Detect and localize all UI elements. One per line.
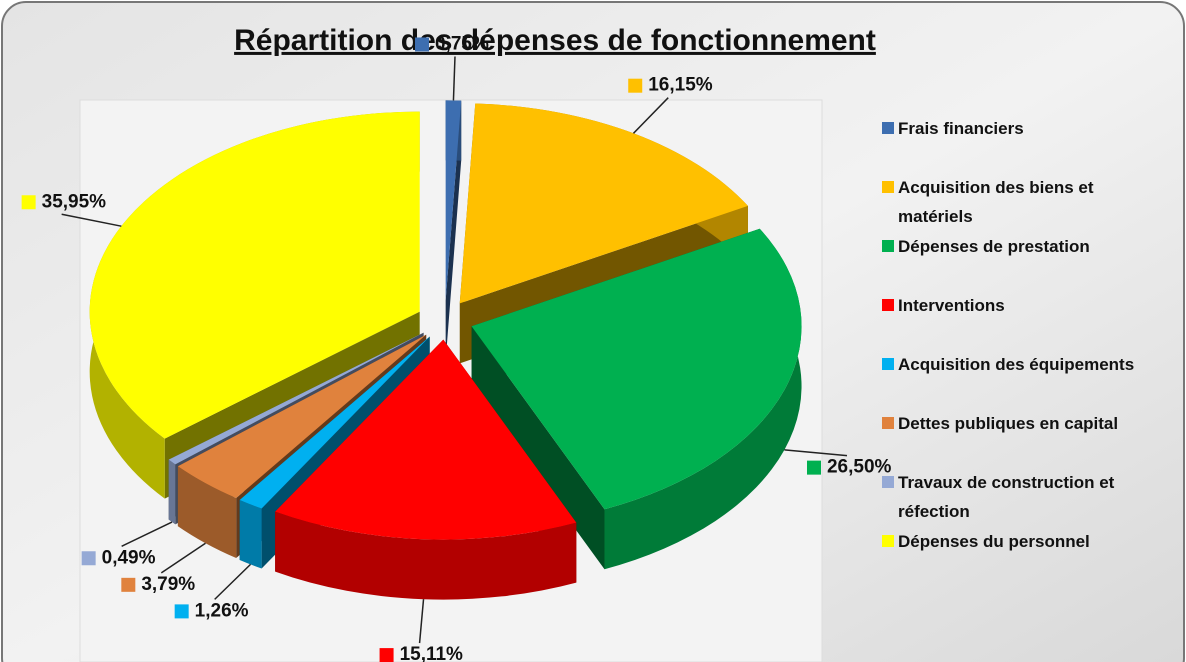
data-label: 35,95% bbox=[42, 191, 107, 212]
slice-side bbox=[239, 499, 262, 569]
slice-side bbox=[275, 511, 577, 600]
legend: Frais financiers Acquisition des biens et… bbox=[882, 114, 1162, 586]
data-label: 15,11% bbox=[400, 644, 463, 662]
leader-line bbox=[121, 521, 173, 547]
slice-wall bbox=[445, 100, 462, 361]
pie-slice bbox=[89, 111, 420, 439]
leader-line bbox=[632, 97, 669, 134]
legend-swatch bbox=[882, 181, 894, 193]
legend-swatch bbox=[882, 417, 894, 429]
legend-swatch bbox=[882, 358, 894, 370]
pie-slice bbox=[239, 336, 430, 509]
pie-slice bbox=[445, 100, 462, 301]
legend-label: Dettes publiques en capital bbox=[898, 414, 1119, 433]
leader-line bbox=[214, 563, 252, 600]
legend-swatch bbox=[882, 476, 894, 488]
leader-line bbox=[61, 213, 122, 227]
pie-slice bbox=[177, 334, 427, 499]
legend-item: Dettes publiques en capital bbox=[882, 409, 1162, 468]
label-swatch bbox=[379, 648, 394, 662]
label-swatch bbox=[21, 195, 36, 210]
label-swatch bbox=[414, 37, 429, 52]
legend-label: Travaux de construction et réfection bbox=[898, 473, 1115, 521]
leader-line bbox=[784, 449, 848, 457]
legend-swatch bbox=[882, 299, 894, 311]
label-swatch bbox=[806, 460, 821, 475]
data-label: 1,26% bbox=[195, 600, 249, 621]
pie-slice bbox=[459, 103, 748, 304]
data-label: 3,79% bbox=[141, 574, 195, 595]
chart-title: Répartition des dépenses de fonctionneme… bbox=[234, 24, 876, 57]
slice-side bbox=[168, 459, 176, 525]
legend-item: Dépenses de prestation bbox=[882, 232, 1162, 291]
leader-line bbox=[160, 542, 206, 574]
pie-slice bbox=[168, 332, 424, 465]
legend-item: Dépenses du personnel bbox=[882, 527, 1162, 586]
slice-side bbox=[177, 466, 237, 559]
legend-label: Acquisition des équipements bbox=[898, 355, 1135, 374]
legend-swatch bbox=[882, 240, 894, 252]
slice-wall bbox=[459, 103, 748, 364]
pie-slice bbox=[471, 228, 802, 510]
leader-line bbox=[452, 56, 456, 101]
pie: 0,75% 16,15% 26,50% 15,11% 1,26%3,79% 0,49% 35… bbox=[21, 33, 892, 662]
data-label: 0,75% bbox=[435, 33, 489, 54]
legend-item: Acquisition des équipements bbox=[882, 350, 1162, 409]
label-swatch bbox=[628, 78, 643, 93]
legend-label: Dépenses de prestation bbox=[898, 237, 1090, 256]
slice-side bbox=[604, 228, 802, 570]
label-swatch bbox=[121, 577, 136, 592]
legend-item: Travaux de construction et réfection bbox=[882, 468, 1162, 527]
legend-item: Acquisition des biens et matériels bbox=[882, 173, 1162, 232]
legend-label: Dépenses du personnel bbox=[898, 532, 1090, 551]
legend-label: Interventions bbox=[898, 296, 1005, 315]
leader-line bbox=[418, 599, 425, 644]
data-label: 16,15% bbox=[648, 75, 713, 96]
legend-label: Frais financiers bbox=[898, 119, 1024, 138]
legend-swatch bbox=[882, 122, 894, 134]
legend-label: Acquisition des biens et matériels bbox=[898, 178, 1094, 226]
label-swatch bbox=[174, 604, 189, 619]
data-label: 0,49% bbox=[102, 547, 156, 568]
pie-slice bbox=[275, 339, 577, 540]
legend-item: Frais financiers bbox=[882, 114, 1162, 173]
legend-swatch bbox=[882, 535, 894, 547]
data-label: 26,50% bbox=[827, 457, 892, 478]
label-swatch bbox=[81, 551, 96, 566]
legend-item: Interventions bbox=[882, 291, 1162, 350]
